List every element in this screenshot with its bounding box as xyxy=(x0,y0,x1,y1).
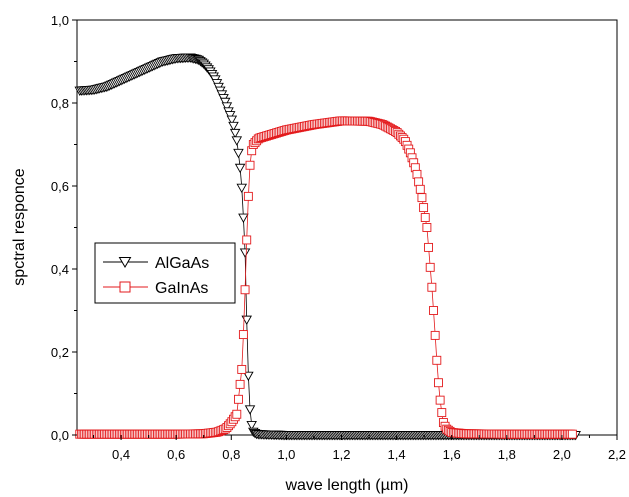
x-tick-label: 0,6 xyxy=(167,447,185,462)
x-tick-label: 1,8 xyxy=(498,447,516,462)
legend-label-algaas: AlGaAs xyxy=(155,255,209,272)
data-point-gainas xyxy=(243,191,253,201)
data-point-gainas xyxy=(415,184,425,194)
data-point-algaas xyxy=(221,102,233,112)
x-tick-label: 0,4 xyxy=(112,447,130,462)
data-point-algaas xyxy=(233,148,244,159)
series-gainas xyxy=(75,116,577,439)
data-point-gainas xyxy=(425,262,435,272)
y-tick-label: 0,8 xyxy=(51,96,69,111)
data-point-gainas xyxy=(430,330,440,340)
data-point-algaas xyxy=(238,213,249,223)
data-point-gainas xyxy=(567,429,577,439)
data-point-gainas xyxy=(417,193,427,203)
legend-marker-algaas xyxy=(118,257,132,268)
y-axis-title: spctral responce xyxy=(11,168,28,285)
data-point-gainas xyxy=(424,242,434,252)
y-axis-ticks: 0,0 0,2 0,4 0,6 0,8 1,0 xyxy=(51,13,77,443)
data-point-gainas xyxy=(437,408,447,418)
data-point-gainas xyxy=(419,203,429,213)
data-point-algaas xyxy=(224,111,236,121)
plot-frame xyxy=(76,19,618,436)
x-tick-label: 2,2 xyxy=(608,447,626,462)
data-point-gainas xyxy=(432,355,442,365)
data-point-algaas xyxy=(236,183,248,194)
data-point-gainas xyxy=(414,177,424,187)
data-point-gainas xyxy=(427,282,437,292)
data-point-gainas xyxy=(237,364,247,374)
legend: AlGaAs GaInAs xyxy=(94,242,236,304)
data-point-algaas xyxy=(231,136,243,146)
data-point-algaas xyxy=(234,163,246,174)
y-tick-label: 0,4 xyxy=(51,262,69,277)
y-tick-label: 0,6 xyxy=(51,179,69,194)
data-point-algaas xyxy=(243,371,254,382)
data-point-gainas xyxy=(435,395,445,405)
data-point-gainas xyxy=(235,379,245,389)
data-point-algaas xyxy=(239,248,251,258)
legend-box xyxy=(94,242,236,304)
y-tick-label: 1,0 xyxy=(51,13,69,28)
y-tick-label: 0,0 xyxy=(51,428,69,443)
data-point-algaas xyxy=(226,115,238,126)
data-point-gainas xyxy=(245,160,255,170)
data-point-gainas xyxy=(240,285,250,295)
data-point-gainas xyxy=(238,330,248,340)
data-point-gainas xyxy=(429,306,438,315)
data-point-gainas xyxy=(420,213,430,222)
series-layer xyxy=(74,53,581,441)
data-point-gainas xyxy=(434,378,443,388)
x-axis-ticks: 0,4 0,6 0,8 1,0 1,2 1,4 1,6 1,8 2,0 2,2 xyxy=(93,435,626,462)
y-tick-label: 0,2 xyxy=(51,345,69,360)
x-tick-label: 1,2 xyxy=(332,447,350,462)
data-point-algaas xyxy=(241,315,252,326)
data-point-gainas xyxy=(412,169,422,179)
x-tick-label: 1,6 xyxy=(443,447,461,462)
data-point-algaas xyxy=(244,405,256,415)
data-point-gainas xyxy=(232,409,242,419)
data-point-algaas xyxy=(229,128,241,139)
legend-marker-gainas xyxy=(119,281,131,293)
x-tick-label: 0,8 xyxy=(222,447,240,462)
x-tick-label: 2,0 xyxy=(553,447,571,462)
data-point-gainas xyxy=(242,235,252,245)
legend-label-gainas: GaInAs xyxy=(155,280,208,297)
data-point-algaas xyxy=(246,421,257,431)
data-point-algaas xyxy=(228,121,239,132)
data-point-algaas xyxy=(219,97,231,108)
data-point-gainas xyxy=(422,223,432,232)
x-tick-label: 1,4 xyxy=(388,447,406,462)
data-point-gainas xyxy=(233,394,243,404)
x-axis-title: wave length (µm) xyxy=(284,477,408,494)
x-tick-label: 1,0 xyxy=(277,447,295,462)
